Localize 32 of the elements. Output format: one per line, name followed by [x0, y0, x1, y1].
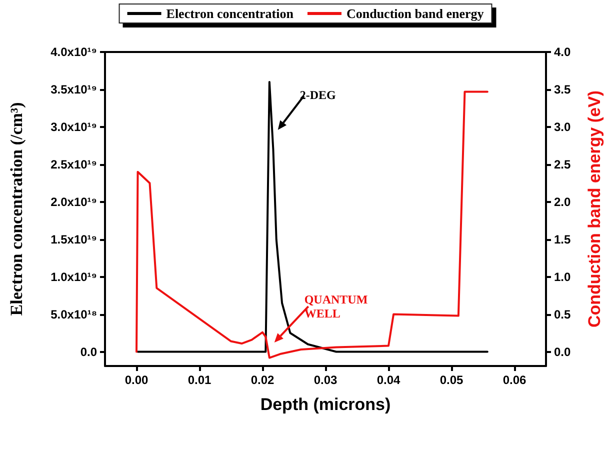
legend-label: Conduction band energy [346, 6, 484, 21]
y-tick-label: 3.0x10¹⁹ [50, 120, 97, 134]
x-axis-title: Depth (microns) [260, 395, 391, 414]
y-tick-label: 1.5x10¹⁹ [50, 232, 97, 246]
x-tick-label: 0.03 [314, 373, 338, 387]
y2-tick-label: 0.5 [554, 307, 572, 322]
y2-tick-label: 4.0 [554, 45, 572, 59]
x-tick-label: 0.01 [188, 373, 212, 387]
y2-tick-label: 2.5 [554, 157, 572, 172]
y2-tick-label: 0.0 [554, 344, 572, 359]
y2-axis-title: Conduction band energy (eV) [585, 90, 604, 328]
x-tick-label: 0.02 [250, 373, 274, 387]
y2-tick-label: 3.5 [554, 82, 572, 96]
y-tick-label: 4.0x10¹⁹ [50, 45, 97, 59]
x-tick-label: 0.06 [502, 373, 526, 387]
y-axis-title: Electron concentration (/cm³) [7, 102, 26, 316]
y-tick-label: 3.5x10¹⁹ [50, 82, 97, 96]
y-tick-label: 5.0x10¹⁸ [50, 307, 97, 322]
y-tick-label: 2.5x10¹⁹ [50, 157, 97, 172]
y-tick-label: 0.0 [80, 344, 98, 359]
y2-tick-label: 3.0 [554, 120, 572, 134]
annotation: 2-DEG [300, 88, 336, 102]
y2-tick-label: 2.0 [554, 194, 572, 209]
legend-label: Electron concentration [166, 6, 294, 21]
y2-tick-label: 1.0 [554, 270, 572, 284]
annotation: QUANTUM WELL [304, 292, 368, 320]
x-tick-label: 0.05 [440, 373, 464, 387]
y-tick-label: 2.0x10¹⁹ [50, 194, 97, 209]
x-tick-label: 0.04 [376, 373, 400, 387]
y2-tick-label: 1.5 [554, 232, 572, 246]
y-tick-label: 1.0x10¹⁹ [50, 270, 97, 284]
x-tick-label: 0.00 [124, 373, 148, 387]
